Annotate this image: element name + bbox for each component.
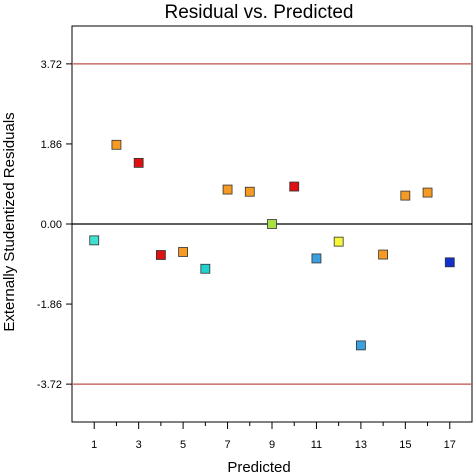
x-tick-label-8: 17: [444, 439, 456, 451]
x-tick-label-0: 1: [91, 439, 97, 451]
chart-title: Residual vs. Predicted: [164, 2, 353, 23]
data-point-3: [133, 157, 144, 168]
y-tick-label-2: 0.00: [41, 219, 62, 231]
data-point-17: [444, 257, 455, 268]
x-tick-label-4: 9: [269, 439, 275, 451]
y-tick-label-1: 1.86: [41, 139, 62, 151]
data-point-6: [200, 263, 211, 274]
y-tick-label-3: -1.86: [37, 299, 62, 311]
y-axis-label: Externally Studentized Residuals: [1, 112, 18, 331]
data-point-9: [267, 219, 277, 229]
plot-area: 3.721.860.00-1.86-3.721 3 5 7 9 11 13 15 17: [37, 25, 473, 451]
y-tick-label-4: -3.72: [37, 379, 62, 391]
data-point-5: [178, 247, 189, 257]
data-point-10: [289, 181, 300, 192]
x-tick-label-7: 15: [399, 439, 411, 451]
x-tick-label-3: 7: [224, 439, 230, 451]
data-point-12: [333, 236, 344, 247]
data-point-8: [244, 186, 255, 197]
x-axis-label: Predicted: [227, 459, 290, 474]
data-point-1: [89, 235, 100, 246]
x-tick-label-6: 13: [355, 439, 367, 451]
data-point-7: [222, 184, 233, 195]
data-point-13: [355, 340, 366, 351]
data-point-16: [422, 187, 433, 198]
data-point-4: [155, 250, 166, 260]
x-tick-label-2: 5: [180, 439, 186, 451]
data-point-15: [400, 190, 411, 201]
data-point-14: [378, 249, 389, 260]
x-tick-label-5: 11: [311, 439, 322, 451]
data-point-11: [311, 253, 322, 264]
y-tick-label-0: 3.72: [41, 59, 62, 71]
x-tick-label-1: 3: [136, 439, 142, 451]
data-point-2: [111, 139, 122, 150]
